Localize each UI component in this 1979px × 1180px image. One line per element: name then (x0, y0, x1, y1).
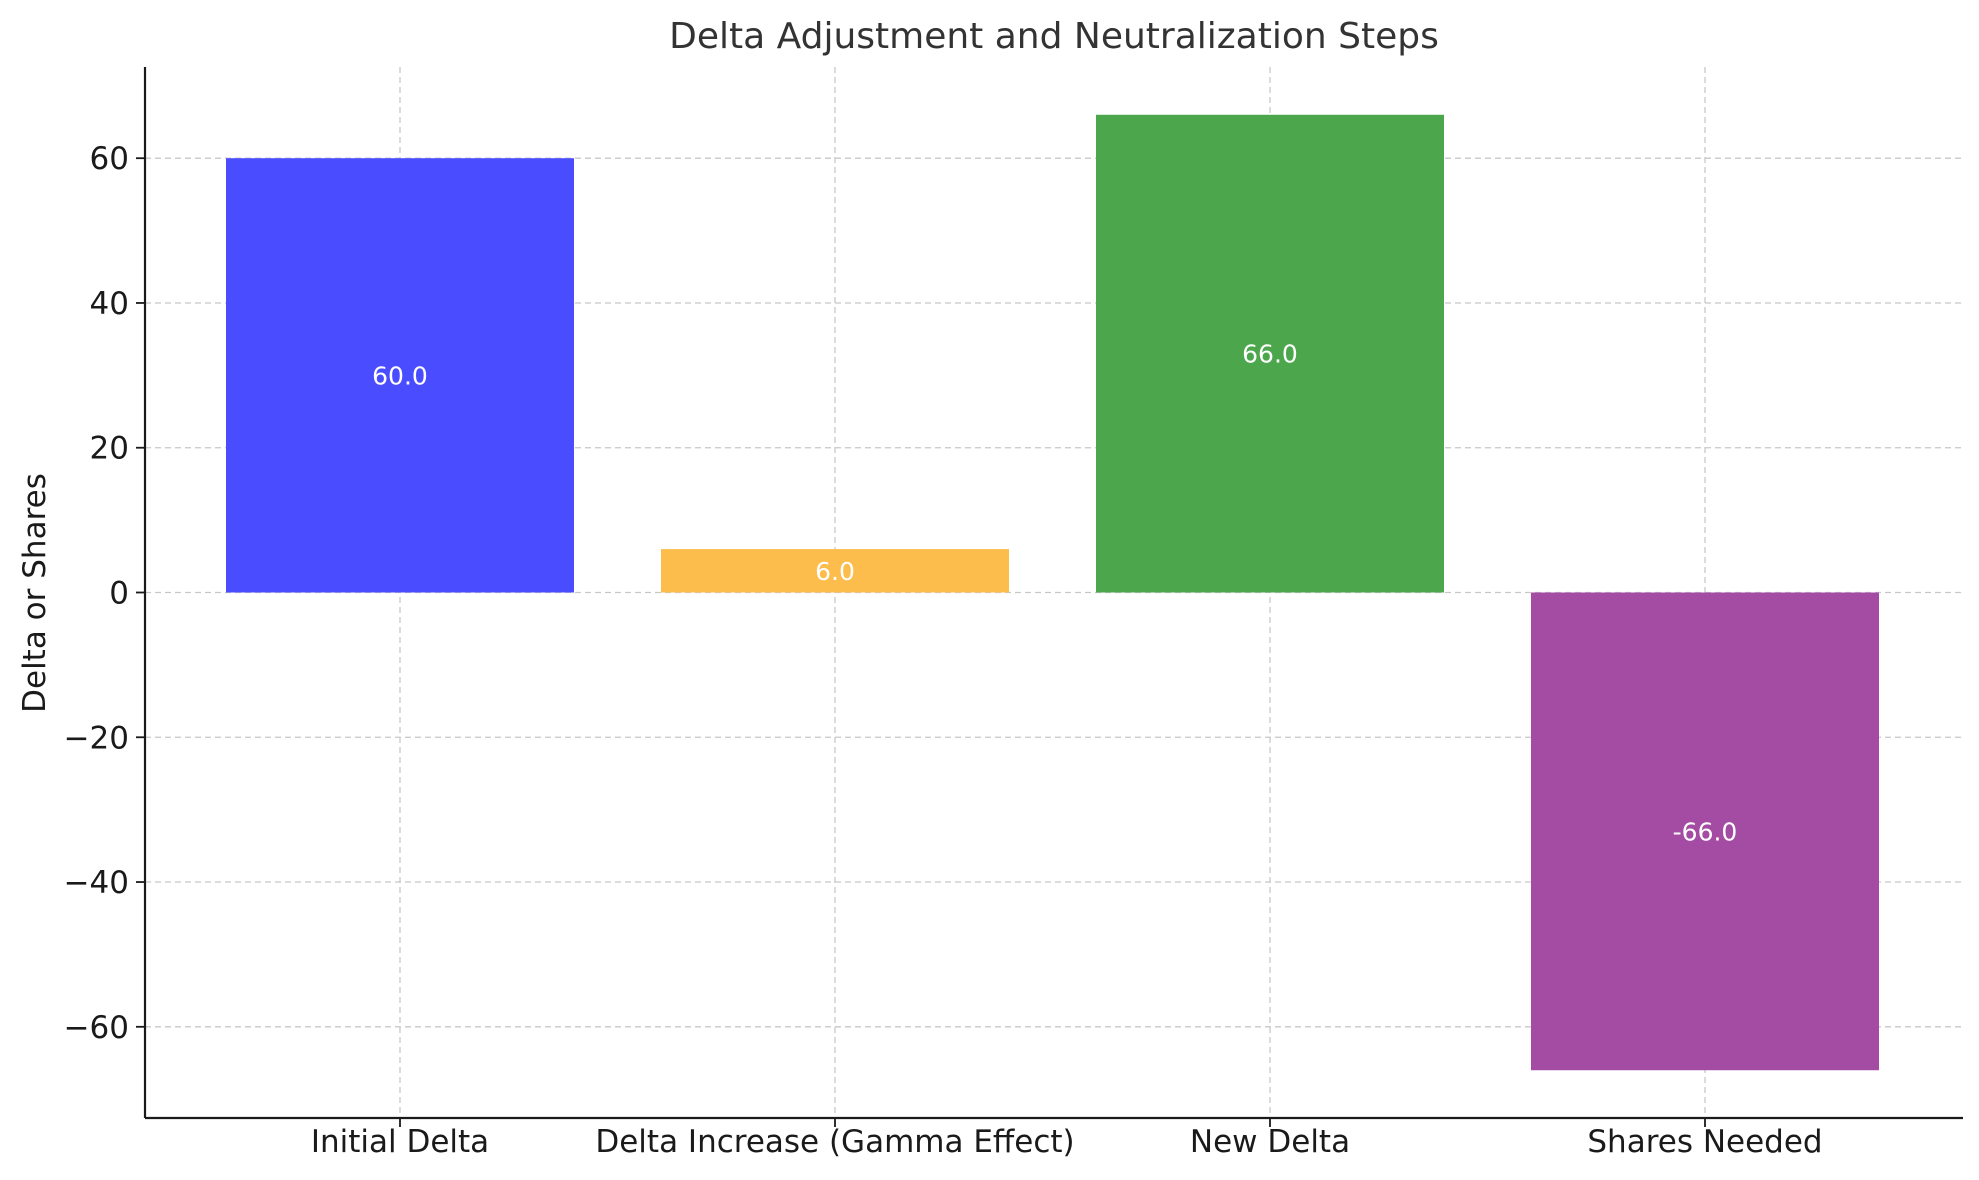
bar (1096, 114, 1444, 593)
y-tick-label: −60 (64, 1010, 129, 1046)
y-tick-label: 60 (90, 141, 129, 177)
bars (226, 114, 1879, 1071)
bar-value-labels: 60.0 6.0 66.0 -66.0 (372, 340, 1737, 847)
x-axis-ticks: Initial Delta Delta Increase (Gamma Effec… (311, 1118, 1823, 1160)
y-tick-label: 0 (109, 576, 129, 612)
y-axis-label: Delta or Shares (17, 473, 53, 713)
bar-value-label: 66.0 (1242, 340, 1298, 369)
bar-value-label: 6.0 (815, 557, 855, 586)
bar-value-label: 60.0 (372, 361, 428, 390)
bar (661, 549, 1009, 593)
x-tick-label: New Delta (1190, 1124, 1350, 1160)
y-tick-label: −20 (64, 720, 129, 756)
y-axis-ticks: −60 −40 −20 0 20 40 60 (64, 141, 145, 1046)
x-tick-label: Initial Delta (311, 1124, 489, 1160)
bar (226, 158, 574, 593)
y-tick-label: 20 (90, 431, 129, 467)
y-tick-label: 40 (90, 286, 129, 322)
x-tick-label: Shares Needed (1587, 1124, 1822, 1160)
bar (1531, 592, 1879, 1071)
y-tick-label: −40 (64, 865, 129, 901)
bar-value-label: -66.0 (1673, 817, 1738, 846)
chart-title: Delta Adjustment and Neutralization Step… (669, 16, 1439, 57)
x-tick-label: Delta Increase (Gamma Effect) (595, 1124, 1074, 1160)
